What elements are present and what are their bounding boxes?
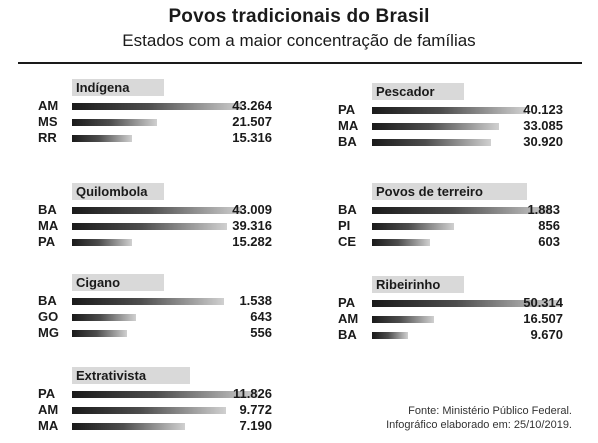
value-label: 50.314 [523,295,563,310]
state-label: RR [38,130,57,145]
state-label: BA [338,327,357,342]
value-label: 16.507 [523,311,563,326]
value-label: 1.883 [527,202,560,217]
value-label: 15.282 [232,234,272,249]
bar [72,314,136,321]
state-label: AM [38,98,59,113]
value-label: 21.507 [232,114,272,129]
value-label: 603 [538,234,560,249]
state-label: PA [38,234,56,249]
bar [72,207,242,214]
bar [372,223,454,230]
state-label: PA [338,295,356,310]
bar [72,223,227,230]
state-label: MA [338,118,359,133]
value-label: 643 [250,309,272,324]
bar [72,330,127,337]
state-label: BA [38,202,57,217]
chart-subtitle: Estados com a maior concentração de famí… [122,31,476,50]
state-label: MS [38,114,58,129]
state-label: AM [338,311,359,326]
value-label: 43.009 [232,202,272,217]
value-label: 9.772 [239,402,272,417]
chart-title: Povos tradicionais do Brasil [168,6,430,27]
state-label: MA [38,418,59,433]
bar [372,316,434,323]
value-label: 556 [250,325,272,340]
value-label: 7.190 [239,418,272,433]
category-label: Povos de terreiro [372,183,527,200]
value-label: 15.316 [232,130,272,145]
bar [72,298,224,305]
category-label: Quilombola [72,183,164,200]
value-label: 40.123 [523,102,563,117]
bar [372,139,491,146]
source-note: Fonte: Ministério Público Federal. Infog… [386,404,572,432]
date-line: Infográfico elaborado em: 25/10/2019. [386,419,572,431]
source-line: Fonte: Ministério Público Federal. [408,405,572,417]
state-label: BA [338,202,357,217]
bar [72,239,132,246]
value-label: 11.826 [232,386,272,401]
bar [372,239,430,246]
state-label: PA [338,102,356,117]
bar [372,300,560,307]
bar [372,207,552,214]
value-label: 39.316 [232,218,272,233]
value-label: 856 [538,218,560,233]
state-label: MG [38,325,59,340]
state-label: AM [38,402,59,417]
value-label: 43.264 [232,98,272,113]
bar [72,391,258,398]
category-label: Ribeirinho [372,276,464,293]
category-label: Pescador [372,83,464,100]
state-label: PI [338,218,351,233]
state-label: GO [38,309,59,324]
bar [372,332,408,339]
category-label: Extrativista [72,367,190,384]
state-label: MA [38,218,59,233]
state-label: PA [38,386,56,401]
value-label: 30.920 [523,134,563,149]
value-label: 33.085 [523,118,563,133]
bar [372,107,526,114]
value-label: 9.670 [530,327,563,342]
value-label: 1.538 [239,293,272,308]
category-label: Indígena [72,79,164,96]
state-label: CE [338,234,357,249]
title-divider [18,62,582,64]
bar [72,103,242,110]
bar [372,123,499,130]
bar [72,135,132,142]
state-label: BA [338,134,357,149]
bar [72,407,226,414]
bar [72,423,185,430]
state-label: BA [38,293,57,308]
bar [72,119,157,126]
category-label: Cigano [72,274,164,291]
